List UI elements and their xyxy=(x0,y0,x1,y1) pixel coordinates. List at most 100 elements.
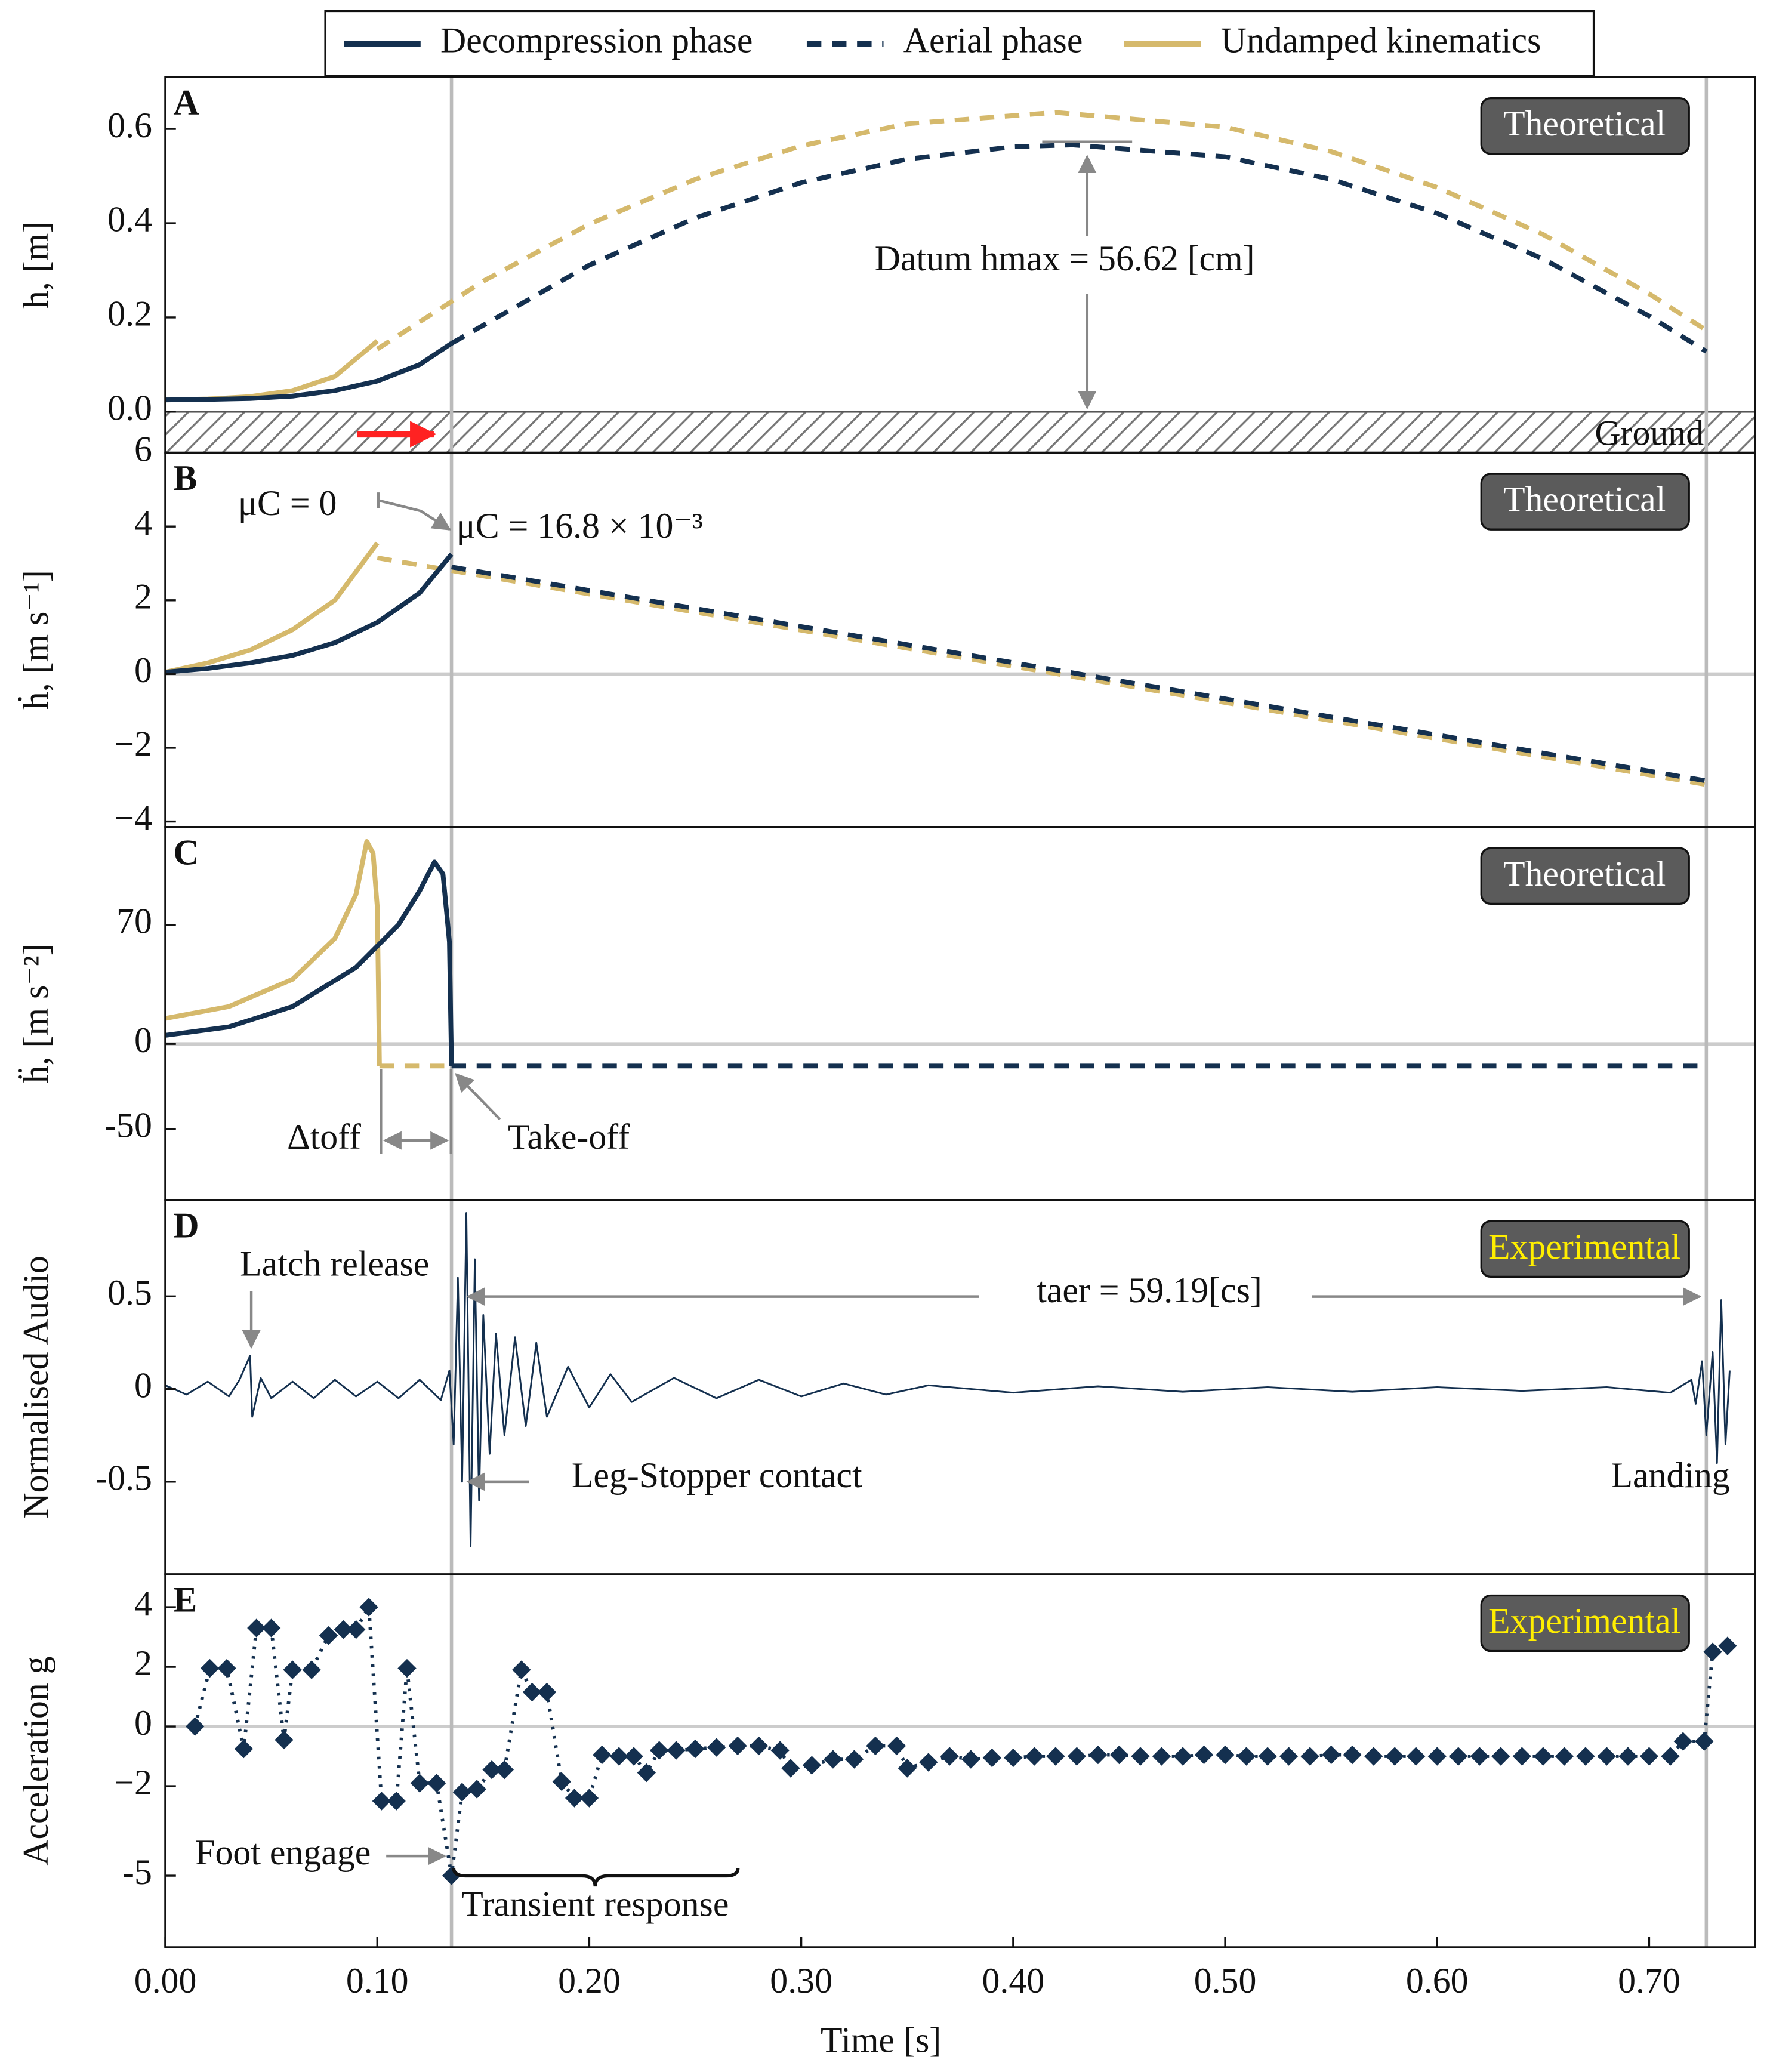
x-tick-label: 0.20 xyxy=(558,1961,621,2000)
data-marker xyxy=(770,1741,790,1760)
y-tick-label: 0.0 xyxy=(107,388,152,428)
badge-text: Experimental xyxy=(1488,1227,1680,1266)
data-marker xyxy=(359,1598,378,1617)
y-tick-label: 0.2 xyxy=(107,294,152,334)
data-marker xyxy=(1449,1747,1468,1766)
panel-label: D xyxy=(173,1205,199,1245)
data-marker xyxy=(565,1789,584,1808)
annotation: Foot engage xyxy=(195,1833,371,1872)
data-marker xyxy=(1427,1747,1447,1766)
data-marker xyxy=(1046,1747,1065,1766)
data-marker xyxy=(1343,1745,1362,1765)
y-tick-label: -5 xyxy=(122,1852,152,1892)
annotation: Latch release xyxy=(240,1244,429,1284)
data-marker xyxy=(1131,1747,1150,1766)
legend-label: Undamped kinematics xyxy=(1221,20,1541,60)
data-marker xyxy=(624,1747,643,1766)
x-axis-label: Time [s] xyxy=(821,2021,941,2060)
data-marker xyxy=(1321,1745,1341,1765)
data-marker xyxy=(427,1774,446,1793)
y-tick-label: 0.5 xyxy=(107,1273,152,1312)
data-marker xyxy=(1555,1747,1574,1766)
panel-plot xyxy=(165,77,1756,453)
legend-label: Decompression phase xyxy=(440,20,753,60)
data-marker xyxy=(1597,1747,1617,1766)
data-marker xyxy=(1491,1747,1510,1766)
data-marker xyxy=(1703,1642,1722,1661)
badge-text: Theoretical xyxy=(1503,104,1666,143)
data-marker xyxy=(387,1792,406,1811)
annotation: Leg-Stopper contact xyxy=(572,1456,862,1495)
data-marker xyxy=(537,1682,557,1702)
brace xyxy=(452,1867,740,1887)
data-marker xyxy=(234,1739,254,1759)
data-marker xyxy=(1470,1747,1489,1766)
data-marker xyxy=(1639,1747,1659,1766)
data-marker xyxy=(302,1660,321,1679)
y-tick-label: −2 xyxy=(114,724,152,764)
data-marker xyxy=(1067,1747,1087,1766)
data-marker xyxy=(707,1738,726,1757)
panel-plot xyxy=(165,1200,1731,1575)
y-tick-label: 70 xyxy=(116,901,152,941)
y-tick-label: 2 xyxy=(134,1644,152,1683)
data-marker xyxy=(217,1658,236,1678)
data-marker xyxy=(512,1660,531,1679)
annotation: taer = 59.19[cs] xyxy=(1037,1271,1262,1310)
data-marker xyxy=(1534,1747,1553,1766)
y-tick-label: −4 xyxy=(114,798,152,837)
legend-label: Aerial phase xyxy=(903,20,1083,60)
x-tick-label: 0.30 xyxy=(770,1961,832,2000)
y-tick-label: −2 xyxy=(114,1763,152,1802)
y-axis-label: ḣ, [m s⁻¹] xyxy=(16,570,55,710)
series-line xyxy=(165,838,382,1066)
data-marker xyxy=(1173,1747,1192,1766)
data-marker xyxy=(319,1626,338,1645)
annotation: Landing xyxy=(1611,1456,1730,1495)
data-marker xyxy=(1152,1747,1171,1766)
series-line xyxy=(165,541,380,675)
badge xyxy=(1480,473,1690,531)
panel-plot xyxy=(165,1574,1756,1948)
series-line xyxy=(450,142,1708,354)
data-marker xyxy=(667,1741,686,1760)
series-line xyxy=(165,553,454,675)
data-marker xyxy=(452,1783,471,1802)
data-marker xyxy=(186,1717,205,1736)
legend-box xyxy=(324,10,1595,77)
y-tick-label: 0.6 xyxy=(107,106,152,145)
x-tick-label: 0.10 xyxy=(346,1961,409,2000)
y-axis-label: h, [m] xyxy=(16,221,55,309)
mu-bracket xyxy=(377,492,421,513)
x-tick-label: 0.60 xyxy=(1406,1961,1469,2000)
y-tick-label: 0 xyxy=(134,1365,152,1405)
annotation-arrow xyxy=(420,510,452,531)
x-tick-label: 0.40 xyxy=(982,1961,1044,2000)
panel-plot xyxy=(165,827,1756,1200)
data-marker xyxy=(1194,1745,1214,1765)
data-marker xyxy=(283,1660,302,1679)
data-marker xyxy=(579,1789,599,1808)
y-tick-label: -50 xyxy=(104,1105,152,1145)
annotation: Transient response xyxy=(461,1884,729,1923)
badge-text: Theoretical xyxy=(1503,854,1666,893)
data-marker xyxy=(495,1760,514,1780)
y-tick-label: 2 xyxy=(134,577,152,616)
badge xyxy=(1480,1594,1690,1652)
y-axis-label: ḧ, [m s⁻²] xyxy=(16,944,55,1083)
data-marker xyxy=(275,1730,294,1750)
y-tick-label: 4 xyxy=(134,503,152,542)
data-marker xyxy=(1576,1747,1595,1766)
series-line xyxy=(376,110,1708,352)
data-marker xyxy=(397,1658,417,1678)
panel-frame xyxy=(164,1573,1756,1948)
badge xyxy=(1480,1220,1690,1278)
data-marker xyxy=(802,1756,822,1775)
badge xyxy=(1480,847,1690,905)
x-tick-label: 0.70 xyxy=(1618,1961,1680,2000)
panel-label: E xyxy=(173,1580,197,1620)
panel-plot xyxy=(165,452,1756,827)
y-tick-label: 0.4 xyxy=(107,200,152,239)
annotation: Take-off xyxy=(508,1117,630,1157)
